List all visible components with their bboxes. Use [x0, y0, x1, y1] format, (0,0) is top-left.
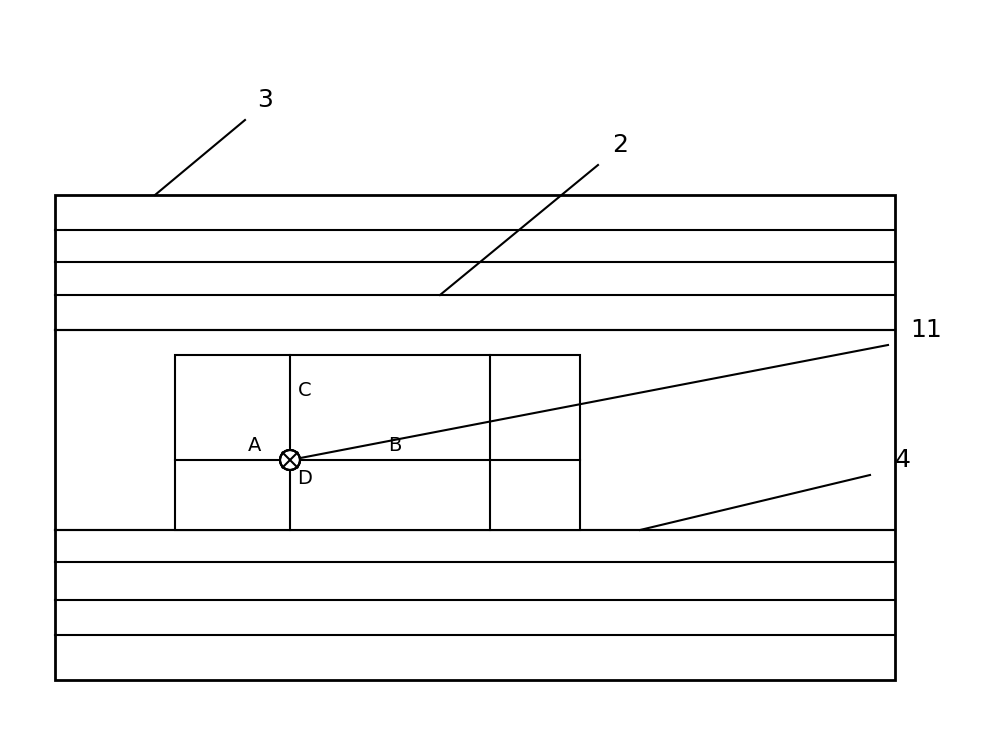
Text: A: A	[248, 436, 262, 454]
Text: D: D	[298, 469, 312, 488]
Bar	[175, 355, 580, 530]
Text: 3: 3	[257, 88, 273, 112]
Bar	[55, 195, 895, 680]
Text: 2: 2	[612, 133, 628, 157]
Text: B: B	[388, 436, 402, 454]
Text: C: C	[298, 380, 312, 400]
Text: 11: 11	[910, 318, 942, 342]
Ellipse shape	[280, 450, 300, 470]
Text: 4: 4	[895, 448, 911, 472]
